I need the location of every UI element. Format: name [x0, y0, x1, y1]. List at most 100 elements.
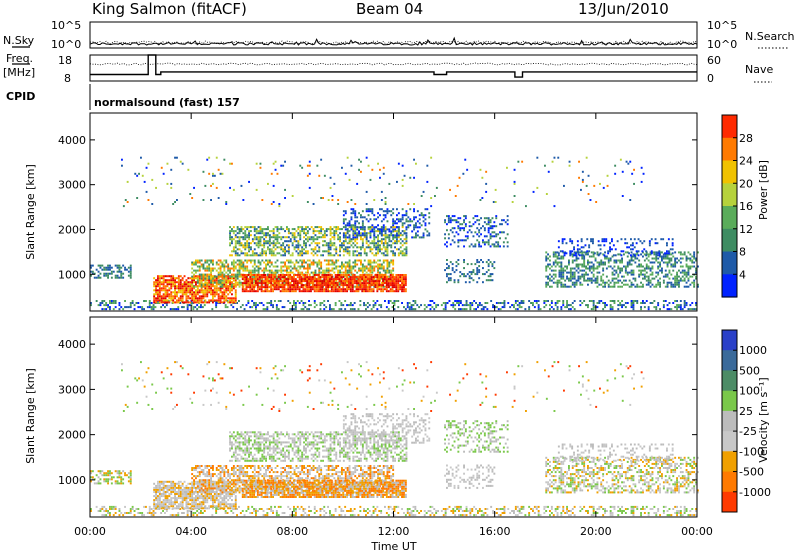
power-cell — [368, 244, 370, 246]
power-cell — [364, 266, 366, 268]
power-cell — [564, 254, 566, 256]
power-cell — [591, 300, 593, 302]
power-cell — [392, 252, 394, 254]
power-cell — [309, 274, 311, 276]
power-cell — [328, 262, 330, 264]
power-cell — [260, 238, 262, 240]
power-cell — [392, 212, 394, 214]
power-cell — [394, 236, 396, 238]
power-cell — [503, 219, 505, 221]
power-cell — [246, 254, 248, 256]
power-cell — [261, 280, 263, 282]
power-cell — [361, 278, 363, 280]
power-cell — [614, 266, 616, 268]
power-cell — [625, 251, 627, 253]
power-cell — [490, 219, 492, 221]
power-cell — [172, 283, 174, 285]
power-cell — [423, 220, 425, 222]
power-cell — [566, 286, 568, 288]
power-cell — [347, 264, 349, 266]
power-cell — [377, 240, 379, 242]
power-cell — [478, 243, 480, 245]
power-cell — [345, 250, 347, 252]
power-cell — [186, 281, 188, 283]
power-cell — [640, 306, 642, 308]
power-cell — [248, 181, 250, 183]
power-cell — [291, 276, 293, 278]
power-cell — [249, 278, 251, 280]
power-cell — [636, 300, 638, 302]
power-cell — [364, 270, 366, 272]
power-cell — [360, 270, 362, 272]
power-cell — [350, 302, 352, 304]
power-cell — [475, 302, 477, 304]
power-cell — [303, 302, 305, 304]
power-cell — [676, 284, 678, 286]
power-cell — [328, 270, 330, 272]
power-cell — [303, 288, 305, 290]
power-cell — [405, 288, 407, 290]
power-cell — [375, 282, 377, 284]
power-cell — [428, 212, 430, 214]
power-cell — [271, 242, 273, 244]
power-cell — [348, 304, 350, 306]
power-cell — [280, 290, 282, 292]
power-cell — [307, 266, 309, 268]
power-cell — [612, 274, 614, 276]
power-cell — [515, 302, 517, 304]
power-cell — [155, 306, 157, 308]
power-cell — [354, 282, 356, 284]
power-cell — [406, 232, 408, 234]
power-cell — [450, 217, 452, 219]
power-cell — [583, 266, 585, 268]
power-cell — [307, 165, 309, 167]
power-cell — [363, 282, 365, 284]
power-cell — [477, 306, 479, 308]
power-cell — [320, 304, 322, 306]
power-cell — [369, 276, 371, 278]
power-cell — [212, 291, 214, 293]
power-cell — [686, 304, 688, 306]
power-cell — [252, 260, 254, 262]
power-cell — [684, 278, 686, 280]
power-cell — [335, 286, 337, 288]
power-cell — [197, 260, 199, 262]
power-cell — [248, 234, 250, 236]
power-cell — [324, 230, 326, 232]
power-cell — [476, 271, 478, 273]
power-cell — [549, 278, 551, 280]
power-cell — [350, 276, 352, 278]
power-cell — [282, 306, 284, 308]
power-cell — [354, 222, 356, 224]
power-cell — [212, 301, 214, 303]
power-cell — [446, 229, 448, 231]
power-cell — [465, 217, 467, 219]
power-cell — [313, 264, 315, 266]
power-cell — [100, 304, 102, 306]
power-cell — [401, 274, 403, 276]
power-cell — [235, 283, 237, 285]
power-cell — [397, 282, 399, 284]
power-cell — [377, 248, 379, 250]
power-cell — [273, 266, 275, 268]
power-cell — [606, 256, 608, 258]
power-cell — [330, 230, 332, 232]
power-cell — [284, 276, 286, 278]
power-cell — [320, 286, 322, 288]
power-cell — [686, 260, 688, 262]
power-cell — [163, 297, 165, 299]
power-cell — [333, 286, 335, 288]
power-cell — [365, 286, 367, 288]
power-cell — [490, 275, 492, 277]
power-cell — [331, 288, 333, 290]
power-cell — [627, 302, 629, 304]
power-cell — [265, 276, 267, 278]
power-cell — [285, 274, 287, 276]
power-cell — [585, 253, 587, 255]
power-cell — [337, 199, 339, 201]
power-cell — [178, 281, 180, 283]
power-cell — [517, 300, 519, 302]
power-cell — [330, 244, 332, 246]
power-cell — [684, 251, 686, 253]
power-cell — [247, 280, 249, 282]
